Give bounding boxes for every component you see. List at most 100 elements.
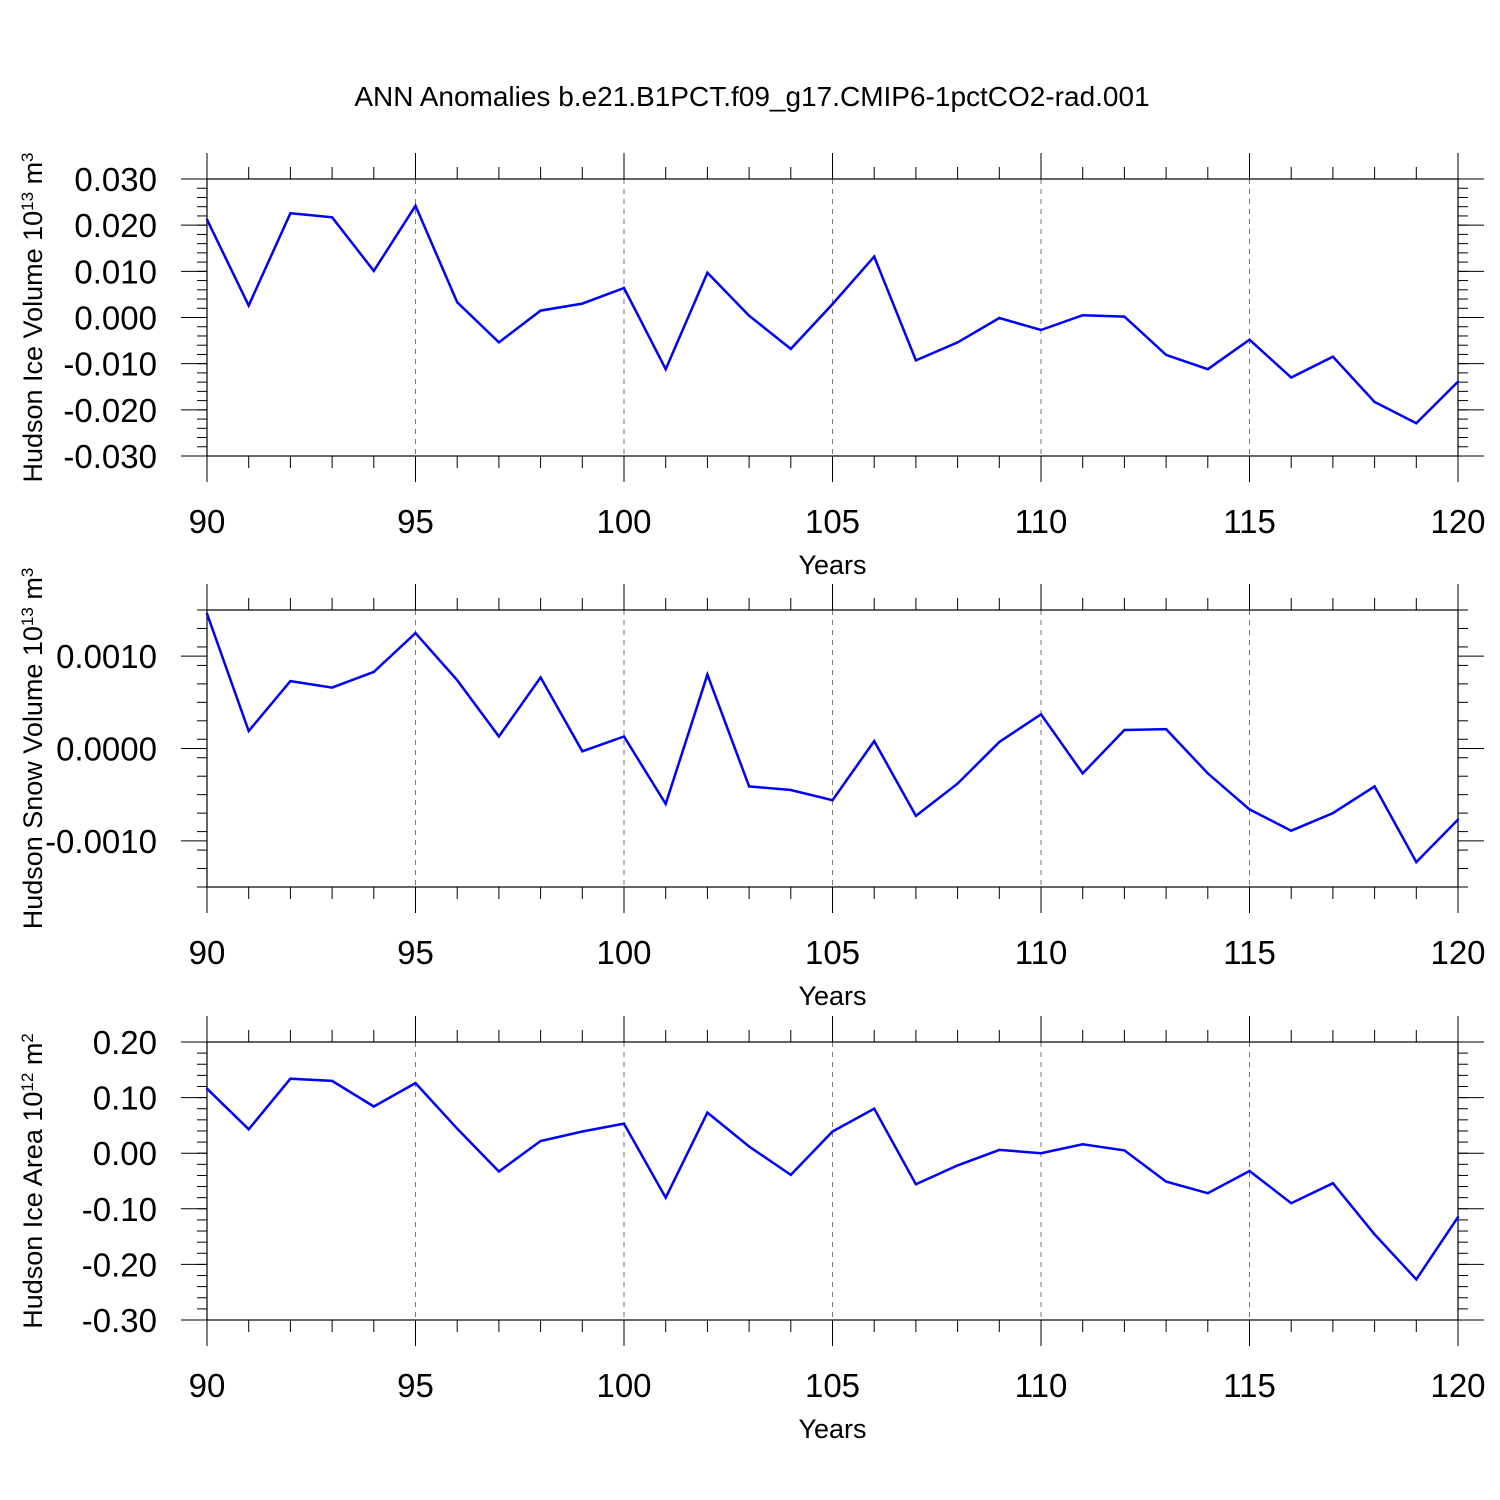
x-tick-label: 110 — [1015, 1367, 1068, 1404]
y-tick-label: -0.30 — [82, 1302, 157, 1339]
data-point — [706, 1111, 709, 1114]
data-point — [372, 670, 375, 674]
data-point — [1373, 400, 1376, 404]
data-point — [330, 216, 334, 219]
x-tick-label: 95 — [397, 934, 434, 971]
data-point — [1331, 1182, 1335, 1185]
data-point — [956, 1164, 959, 1167]
figure-title: ANN Anomalies b.e21.B1PCT.f09_g17.CMIP6-… — [354, 81, 1149, 112]
data-point — [1039, 713, 1043, 716]
data-point — [1415, 1278, 1418, 1281]
data-point — [205, 218, 209, 221]
x-tick-label: 100 — [596, 1367, 651, 1404]
data-point — [664, 1196, 667, 1199]
data-point — [998, 316, 1001, 320]
y-tick-label: -0.010 — [63, 346, 157, 383]
data-point — [789, 788, 792, 792]
data-point — [247, 729, 250, 733]
data-point — [456, 1127, 459, 1130]
x-axis-title: Years — [798, 1414, 866, 1444]
data-point — [1248, 808, 1251, 811]
panel-ice_volume: -0.030 -0.020 -0.010 0.000 0.010 0.020 0.030 90… — [18, 152, 1486, 580]
data-point — [789, 347, 792, 351]
data-point — [1123, 1149, 1126, 1152]
data-point — [831, 799, 834, 802]
data-point — [1039, 328, 1043, 332]
y-axis-title: Hudson Ice Area 1012 m2 — [18, 1033, 49, 1329]
data-point — [1456, 818, 1460, 821]
y-tick-label: -0.10 — [82, 1191, 157, 1228]
data-point — [456, 678, 459, 682]
y-tick-label: 0.030 — [74, 161, 157, 198]
data-point — [581, 1130, 584, 1133]
data-point — [873, 739, 876, 743]
data-point — [1456, 1215, 1460, 1219]
data-point — [1164, 727, 1168, 731]
data-point — [330, 1079, 334, 1083]
x-tick-label: 105 — [805, 934, 860, 971]
y-tick-label: 0.020 — [74, 207, 157, 244]
data-point — [706, 673, 709, 676]
data-point — [747, 314, 751, 317]
data-point — [1248, 338, 1251, 341]
data-point — [330, 686, 334, 689]
y-tick-label: 0.20 — [93, 1024, 157, 1061]
y-tick-label: -0.20 — [82, 1246, 157, 1283]
data-point — [497, 341, 501, 344]
x-tick-label: 115 — [1223, 1367, 1276, 1404]
data-point — [1164, 1180, 1168, 1183]
y-tick-label: 0.0000 — [56, 731, 157, 768]
data-point — [664, 802, 667, 806]
data-point — [1373, 1233, 1376, 1236]
x-tick-label: 120 — [1430, 934, 1485, 971]
data-point — [1290, 376, 1293, 379]
data-point — [914, 1183, 918, 1186]
x-axis-title: Years — [798, 981, 866, 1011]
y-tick-label: 0.0010 — [56, 638, 157, 675]
data-point — [372, 1105, 375, 1108]
data-point — [1081, 1143, 1084, 1146]
data-point — [1123, 315, 1126, 318]
y-tick-label: -0.020 — [63, 392, 157, 429]
data-point — [956, 341, 959, 344]
data-point — [873, 255, 876, 258]
data-point — [414, 1081, 417, 1085]
data-point — [1123, 728, 1126, 732]
x-tick-label: 115 — [1223, 934, 1276, 971]
y-tick-label: -0.030 — [63, 438, 157, 475]
x-tick-label: 105 — [805, 503, 860, 540]
data-point — [289, 1077, 292, 1080]
y-tick-label: 0.010 — [74, 253, 157, 290]
data-point — [664, 368, 667, 371]
data-point — [539, 676, 542, 679]
data-point — [622, 286, 626, 290]
data-point — [1290, 829, 1293, 832]
x-tick-label: 90 — [189, 1367, 226, 1404]
data-point — [1206, 772, 1210, 775]
y-tick-label: 0.00 — [93, 1135, 157, 1172]
data-point — [747, 1145, 751, 1148]
data-point — [622, 735, 626, 738]
data-point — [414, 204, 417, 207]
data-point — [205, 612, 209, 615]
data-point — [789, 1173, 792, 1177]
y-axis-title: Hudson Snow Volume 1013 m3 — [18, 568, 49, 930]
y-tick-label: 0.10 — [93, 1080, 157, 1117]
y-axis-title: Hudson Ice Volume 1013 m3 — [18, 152, 49, 482]
panel-ice_area: -0.30 -0.20 -0.10 0.00 0.10 0.20 90 95 100 105 110… — [18, 1016, 1486, 1444]
data-point — [1164, 353, 1168, 357]
data-point — [622, 1122, 626, 1125]
data-point — [205, 1087, 209, 1090]
data-point — [1206, 368, 1210, 371]
data-point — [1456, 380, 1460, 383]
data-point — [1415, 422, 1418, 425]
x-tick-label: 100 — [596, 503, 651, 540]
data-point — [497, 735, 501, 738]
x-tick-label: 120 — [1430, 503, 1485, 540]
data-point — [581, 302, 584, 305]
data-point — [1206, 1192, 1210, 1195]
data-point — [914, 814, 918, 818]
data-point — [873, 1107, 876, 1110]
data-point — [747, 785, 751, 788]
